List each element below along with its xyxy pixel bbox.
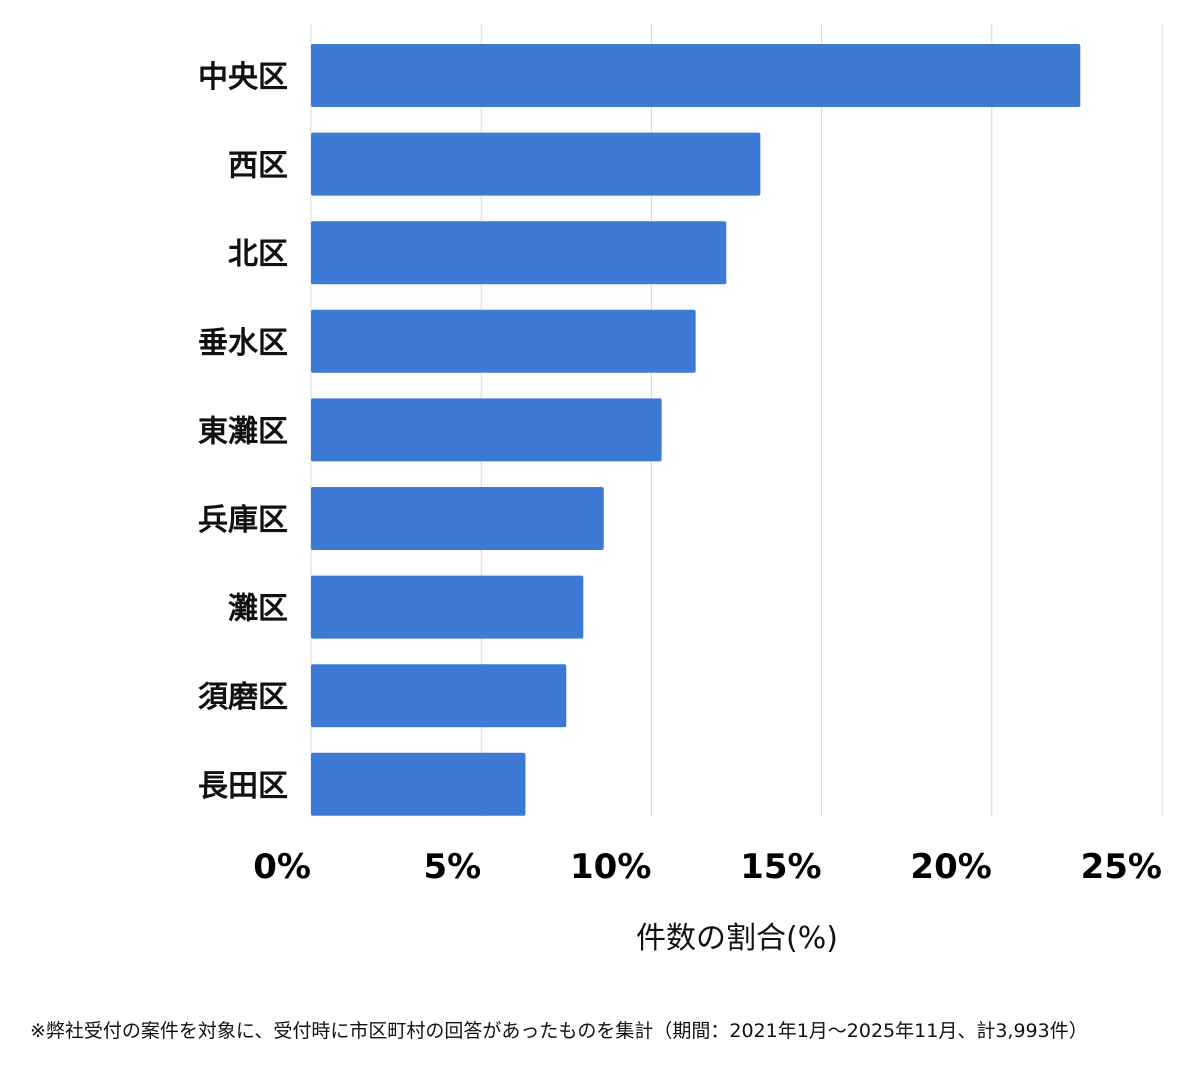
category-label: 西区 [228, 149, 288, 184]
x-tick-label: 10% [570, 847, 651, 887]
category-label: 灘区 [228, 592, 288, 627]
footnote: ※弊社受付の案件を対象に、受付時に市区町村の回答があったものを集計（期間：202… [30, 1020, 1088, 1042]
x-axis-label: 件数の割合(%) [636, 921, 838, 956]
bar [311, 132, 761, 196]
category-label: 須磨区 [198, 680, 288, 715]
bar [311, 664, 567, 728]
bar [311, 44, 1081, 107]
x-tick-label: 15% [740, 847, 821, 887]
bar-chart: 0% 5% 10% 15% 20% 25% 中央区西区北区垂水区東灘区兵庫区灘区須磨区長田区… [198, 24, 1163, 956]
bar [311, 575, 584, 639]
x-tick-label: 0% [253, 847, 311, 887]
x-tick-label: 5% [423, 847, 481, 887]
bar [311, 487, 604, 550]
x-tick-label: 20% [910, 847, 991, 887]
category-label: 垂水区 [198, 326, 288, 361]
bar [311, 309, 696, 373]
bar [311, 398, 662, 462]
bar [311, 752, 526, 816]
category-label: 中央区 [198, 60, 288, 95]
bar [311, 221, 727, 285]
x-tick-label: 25% [1081, 847, 1162, 887]
category-label: 兵庫区 [198, 503, 288, 538]
category-label: 北区 [228, 237, 288, 272]
category-label: 東灘区 [198, 414, 288, 449]
category-label: 長田区 [198, 769, 288, 804]
